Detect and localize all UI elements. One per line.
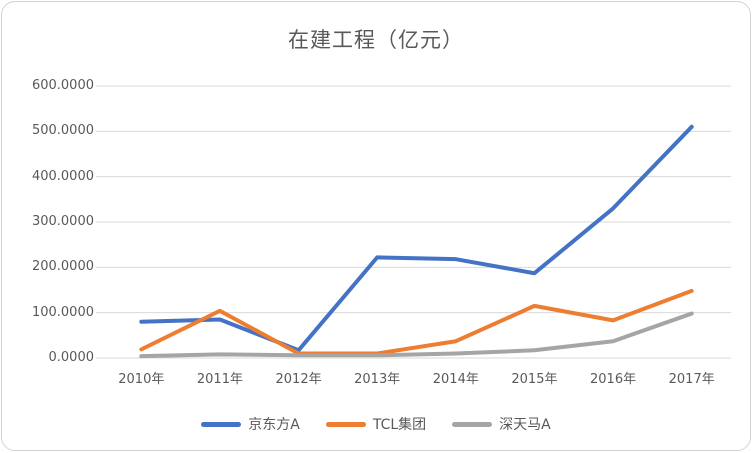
legend-label: 深天马A bbox=[499, 417, 551, 433]
series-line-深天马A bbox=[139, 311, 694, 359]
x-axis-tick-label: 2017年 bbox=[668, 372, 715, 387]
legend: 京东方A TCL集团 深天马A bbox=[2, 414, 750, 434]
series-line-京东方A bbox=[139, 124, 694, 353]
legend-line-swatch bbox=[201, 421, 242, 427]
legend-line-swatch bbox=[452, 421, 493, 427]
x-axis-tick-label: 2016年 bbox=[590, 372, 637, 387]
legend-label: 京东方A bbox=[248, 417, 300, 433]
x-axis-tick-label: 2015年 bbox=[511, 372, 558, 387]
chart-title: 在建工程（亿元） bbox=[288, 28, 464, 52]
x-axis-tick-label: 2013年 bbox=[354, 372, 401, 387]
legend-item-TCL集团: TCL集团 bbox=[325, 414, 427, 434]
x-axis-tick-label: 2010年 bbox=[118, 372, 165, 387]
x-axis-tick-label: 2014年 bbox=[432, 372, 479, 387]
legend-item-京东方A: 京东方A bbox=[201, 414, 300, 434]
y-axis-tick-label: 500.0000 bbox=[31, 123, 94, 139]
legend-item-深天马A: 深天马A bbox=[452, 414, 551, 434]
y-axis-tick-label: 600.0000 bbox=[31, 78, 94, 93]
y-axis-tick-label: 100.0000 bbox=[31, 304, 94, 320]
y-axis-tick-label: 200.0000 bbox=[31, 259, 94, 275]
legend-line-swatch bbox=[325, 421, 366, 427]
y-axis-tick-label: 400.0000 bbox=[31, 168, 94, 184]
series-line-TCL集团 bbox=[139, 288, 694, 356]
x-axis-tick-label: 2012年 bbox=[275, 372, 322, 387]
y-axis-tick-label: 0.0000 bbox=[48, 350, 95, 365]
legend-label: TCL集团 bbox=[372, 417, 427, 433]
x-axis-tick-label: 2011年 bbox=[196, 372, 243, 387]
y-axis-tick-label: 300.0000 bbox=[31, 214, 94, 229]
